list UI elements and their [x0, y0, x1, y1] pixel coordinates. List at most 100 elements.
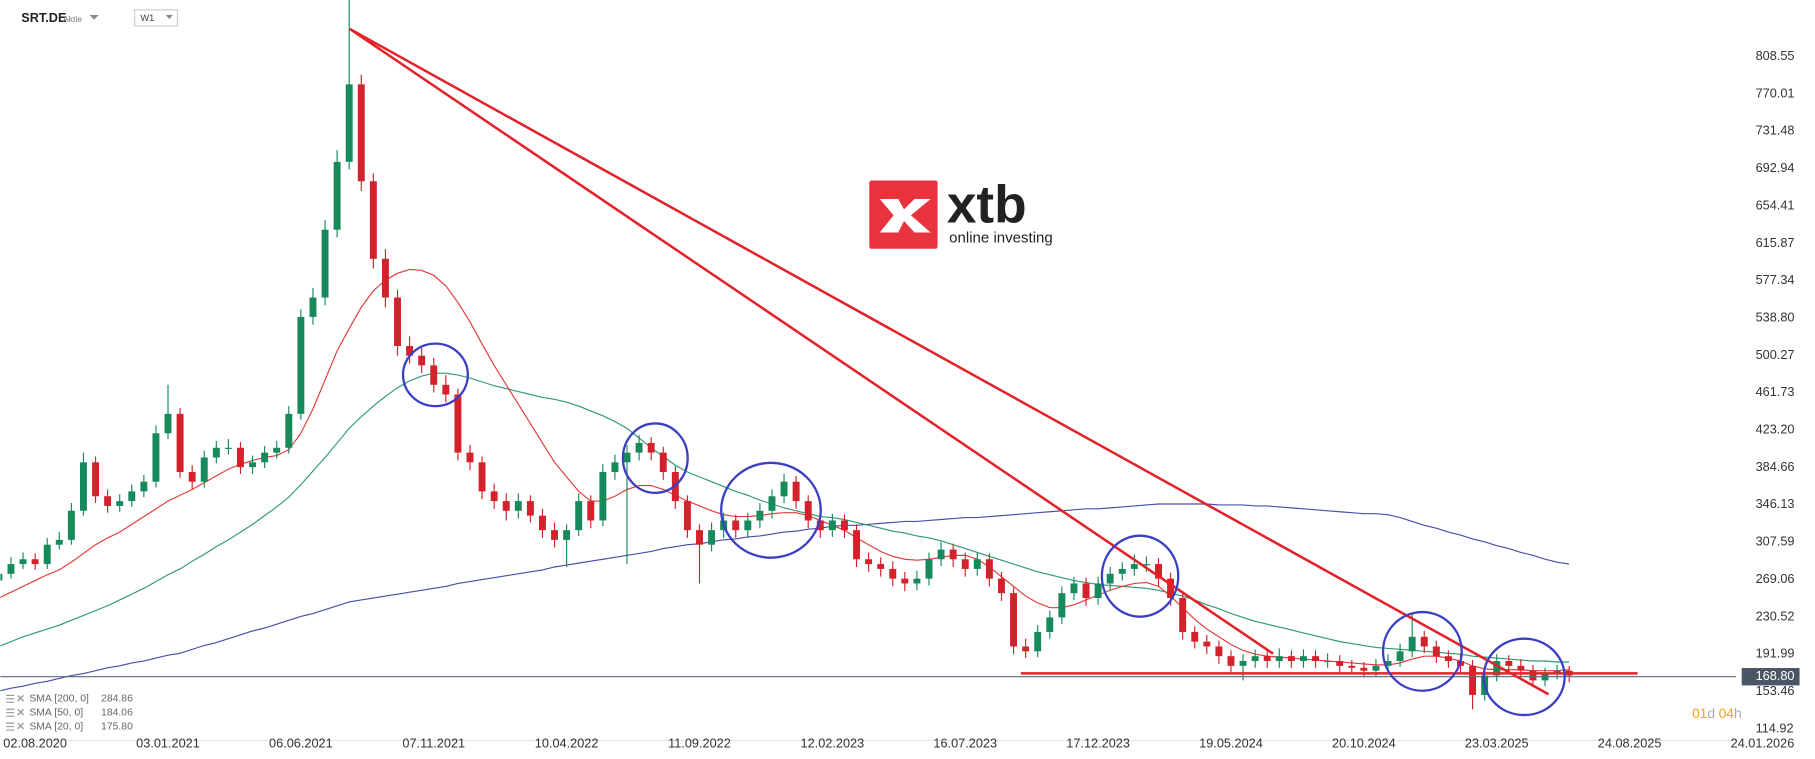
logo: xtb online investing: [869, 175, 1053, 249]
y-tick-label: 615.87: [1756, 235, 1795, 250]
x-tick-label: 06.06.2021: [269, 735, 333, 750]
candle-body: [273, 447, 281, 453]
y-tick-label: 731.48: [1756, 123, 1795, 138]
candle-body: [1106, 573, 1114, 584]
candle-body: [1058, 593, 1066, 618]
candle-body: [381, 258, 389, 298]
candle-body: [309, 297, 317, 317]
candle-body: [92, 462, 100, 497]
candle-body: [1191, 631, 1199, 642]
candle-body: [865, 559, 873, 565]
candle-body: [611, 462, 619, 473]
candle-body: [659, 452, 667, 473]
plot-area: [0, 0, 1573, 710]
candle-body: [708, 530, 716, 545]
candle-body: [599, 472, 607, 521]
y-tick-label: 230.52: [1756, 608, 1795, 623]
candle-body: [623, 452, 631, 463]
candle-body: [1384, 661, 1392, 666]
candle-body: [756, 510, 764, 521]
y-tick-label: 461.73: [1756, 384, 1795, 399]
highlight-circle: [401, 342, 469, 408]
candle-body: [406, 346, 414, 356]
candle-body: [840, 520, 848, 531]
candle-body: [949, 549, 957, 560]
x-tick-label: 17.12.2023: [1066, 735, 1130, 750]
symbol: SRT.DE: [21, 10, 66, 25]
candle-body: [1312, 656, 1320, 662]
candle-body: [212, 447, 220, 458]
candle-body: [369, 181, 377, 259]
countdown-unit: h: [1734, 705, 1742, 721]
interval: W1: [140, 13, 154, 23]
candle-body: [1408, 636, 1416, 652]
candle-body: [1118, 568, 1126, 574]
logo-brand: xtb: [947, 175, 1027, 234]
legend-remove[interactable]: [17, 722, 25, 730]
candle-body: [490, 491, 498, 502]
candle-body: [889, 568, 897, 579]
candle-body: [1155, 564, 1162, 579]
interval-select[interactable]: [134, 9, 179, 27]
candle-body: [321, 229, 329, 298]
candle-body: [828, 520, 836, 531]
candle-body: [176, 413, 184, 473]
candle-body: [55, 539, 63, 545]
x-tick-label: 10.04.2022: [535, 735, 599, 750]
candle-body: [853, 530, 860, 560]
sma-line: [0, 503, 1570, 692]
candle-body: [116, 501, 124, 506]
candle-body: [1203, 641, 1211, 647]
legend-name: SMA [50, 0]: [29, 707, 83, 718]
candle-body: [466, 452, 474, 463]
candle-body: [1227, 656, 1235, 666]
candle-body: [925, 559, 933, 579]
candle-body: [1251, 656, 1259, 662]
candle-body: [1493, 661, 1501, 676]
x-tick-label: 24.08.2025: [1598, 735, 1662, 750]
candle-body: [67, 510, 75, 540]
candle-body: [1275, 656, 1283, 662]
dropdown-arrow[interactable]: [89, 15, 99, 20]
candle-body: [128, 491, 136, 502]
x-tick-label: 23.03.2025: [1465, 735, 1529, 750]
candle-body: [297, 316, 305, 414]
candle-body: [514, 501, 522, 511]
candle-body: [877, 564, 885, 569]
legend-remove[interactable]: [17, 708, 25, 716]
candle-body: [768, 496, 776, 511]
instrument-kind: Aktie: [63, 14, 82, 24]
candle-body: [961, 559, 969, 569]
x-tick-label: 24.01.2026: [1731, 735, 1795, 750]
candle-body: [285, 413, 293, 448]
candle-body: [1396, 651, 1404, 662]
x-tick-label: 16.07.2023: [933, 735, 997, 750]
candle-body: [1070, 583, 1078, 594]
candle-body: [478, 462, 486, 492]
candle-body: [744, 520, 752, 531]
candle-body: [237, 447, 244, 468]
candle-body: [587, 501, 595, 521]
x-tick-label: 19.05.2024: [1199, 735, 1263, 750]
candle-body: [1299, 656, 1307, 662]
y-tick-label: 654.41: [1756, 197, 1795, 212]
candle-body: [1010, 593, 1018, 647]
sma-line: [0, 268, 1570, 672]
candle-body: [1046, 617, 1054, 632]
countdown-days: 01: [1692, 705, 1708, 721]
candle-body: [973, 559, 981, 569]
candle-body: [780, 481, 788, 497]
legend-remove[interactable]: [17, 694, 25, 702]
candle-body: [1287, 656, 1295, 662]
y-tick-label: 191.99: [1756, 646, 1795, 661]
candle-body: [502, 501, 510, 511]
legend-value: 284.86: [101, 694, 133, 705]
legend-value: 175.80: [101, 721, 133, 732]
dropdown-arrow: [165, 15, 173, 20]
y-tick-label: 577.34: [1756, 272, 1795, 287]
y-tick-label: 269.06: [1756, 571, 1795, 586]
x-tick-label: 07.11.2021: [402, 735, 465, 750]
candle-body: [647, 442, 655, 453]
y-tick-label: 692.94: [1756, 160, 1795, 175]
